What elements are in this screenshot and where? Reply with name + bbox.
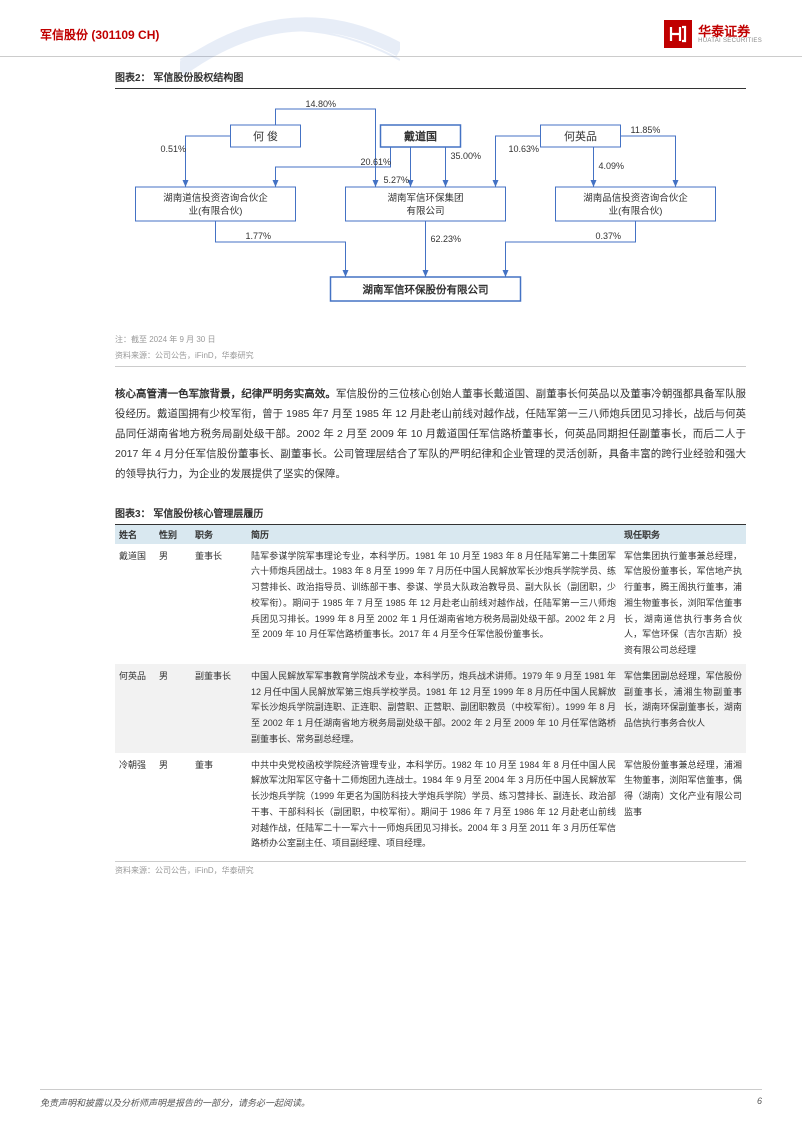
figure2-note2: 资料来源：公司公告，iFinD，华泰研究	[115, 350, 746, 362]
figure3-source: 资料来源：公司公告，iFinD，华泰研究	[115, 861, 746, 877]
svg-text:0.37%: 0.37%	[596, 231, 622, 241]
svg-text:11.85%: 11.85%	[631, 125, 661, 135]
page-header: 军信股份 (301109 CH) 华泰证券 HUATAI SECURITIES	[0, 0, 802, 57]
brand-logo: 华泰证券 HUATAI SECURITIES	[664, 20, 762, 48]
col-bio: 简历	[247, 525, 620, 544]
page-content: 图表2： 军信股份股权结构图 何 俊 戴道国 何英品 湖南道信投资咨询合伙企 业…	[0, 57, 802, 877]
svg-text:湖南军信环保集团: 湖南军信环保集团	[387, 192, 463, 204]
para-bold: 核心高管清一色军旅背景，纪律严明务实高效。	[115, 388, 336, 400]
node-company: 湖南军信环保股份有限公司	[363, 283, 489, 296]
table-row: 冷朝强 男 董事 中共中央党校函校学院经济管理专业，本科学历。1982 年 10…	[115, 753, 746, 858]
svg-text:有限公司: 有限公司	[406, 205, 444, 217]
svg-text:0.51%: 0.51%	[161, 144, 187, 154]
svg-text:14.80%: 14.80%	[306, 99, 337, 109]
figure2-diagram-wrap: 何 俊 戴道国 何英品 湖南道信投资咨询合伙企 业(有限合伙) 湖南军信环保集团…	[115, 97, 746, 367]
figure2-note1: 注：截至 2024 年 9 月 30 日	[115, 334, 746, 346]
svg-text:业(有限合伙): 业(有限合伙)	[609, 205, 663, 217]
ownership-diagram: 何 俊 戴道国 何英品 湖南道信投资咨询合伙企 业(有限合伙) 湖南军信环保集团…	[115, 97, 746, 327]
svg-text:1.77%: 1.77%	[246, 231, 272, 241]
node-hejun: 何 俊	[253, 129, 278, 143]
svg-text:10.63%: 10.63%	[509, 144, 540, 154]
stock-title: 军信股份 (301109 CH)	[40, 26, 159, 43]
page-number: 6	[757, 1096, 762, 1109]
table-row: 何英品 男 副董事长 中国人民解放军军事教育学院战术专业，本科学历，炮兵战术讲师…	[115, 664, 746, 753]
logo-icon	[664, 20, 692, 48]
disclaimer: 免责声明和披露以及分析师声明是报告的一部分，请务必一起阅读。	[40, 1096, 310, 1109]
svg-text:湖南道信投资咨询合伙企: 湖南道信投资咨询合伙企	[163, 192, 268, 204]
col-name: 姓名	[115, 525, 155, 544]
brand-cn: 华泰证券	[698, 25, 762, 38]
svg-text:5.27%: 5.27%	[384, 175, 410, 185]
table-row: 戴道国 男 董事长 陆军参谋学院军事理论专业，本科学历。1981 年 10 月至…	[115, 544, 746, 664]
node-daidaoguo: 戴道国	[404, 129, 437, 143]
svg-text:业(有限合伙): 业(有限合伙)	[189, 205, 243, 217]
svg-text:4.09%: 4.09%	[599, 161, 625, 171]
body-paragraph: 核心高管清一色军旅背景，纪律严明务实高效。军信股份的三位核心创始人董事长戴道国、…	[115, 385, 746, 485]
node-heyingpin: 何英品	[564, 129, 597, 143]
figure2-title: 图表2： 军信股份股权结构图	[115, 69, 746, 89]
col-pos: 职务	[191, 525, 247, 544]
svg-text:35.00%: 35.00%	[451, 151, 482, 161]
management-table: 姓名 性别 职务 简历 现任职务 戴道国 男 董事长 陆军参谋学院军事理论专业，…	[115, 525, 746, 858]
svg-text:20.61%: 20.61%	[361, 157, 392, 167]
col-cur: 现任职务	[620, 525, 746, 544]
col-sex: 性别	[155, 525, 191, 544]
svg-text:62.23%: 62.23%	[431, 234, 462, 244]
para-body: 军信股份的三位核心创始人董事长戴道国、副董事长何英品以及董事冷朝强都具备军队服役…	[115, 388, 746, 480]
svg-text:湖南品信投资咨询合伙企: 湖南品信投资咨询合伙企	[583, 192, 688, 204]
brand-en: HUATAI SECURITIES	[698, 38, 762, 44]
page-footer: 免责声明和披露以及分析师声明是报告的一部分，请务必一起阅读。 6	[40, 1089, 762, 1109]
figure3-title: 图表3： 军信股份核心管理层履历	[115, 505, 746, 525]
